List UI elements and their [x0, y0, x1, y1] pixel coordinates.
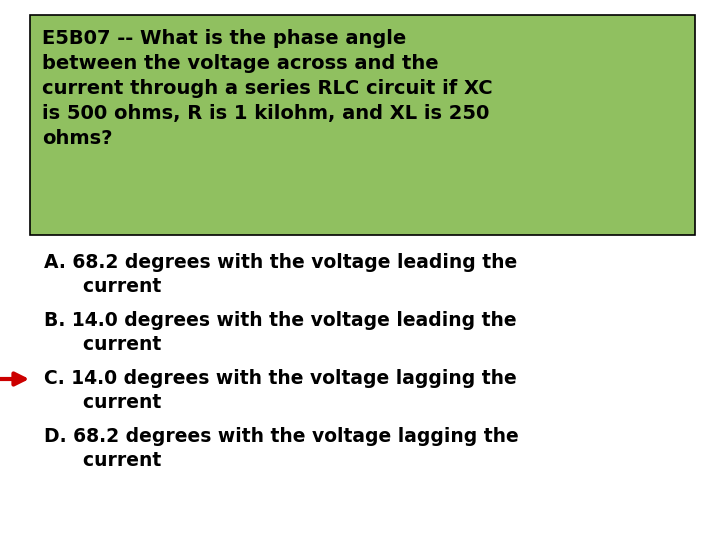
Text: C. 14.0 degrees with the voltage lagging the
      current: C. 14.0 degrees with the voltage lagging…	[44, 369, 517, 411]
Text: E5B07 -- What is the phase angle
between the voltage across and the
current thro: E5B07 -- What is the phase angle between…	[42, 29, 492, 148]
FancyBboxPatch shape	[30, 15, 695, 235]
Text: A. 68.2 degrees with the voltage leading the
      current: A. 68.2 degrees with the voltage leading…	[44, 253, 517, 295]
Text: B. 14.0 degrees with the voltage leading the
      current: B. 14.0 degrees with the voltage leading…	[44, 311, 517, 354]
Text: D. 68.2 degrees with the voltage lagging the
      current: D. 68.2 degrees with the voltage lagging…	[44, 427, 518, 469]
